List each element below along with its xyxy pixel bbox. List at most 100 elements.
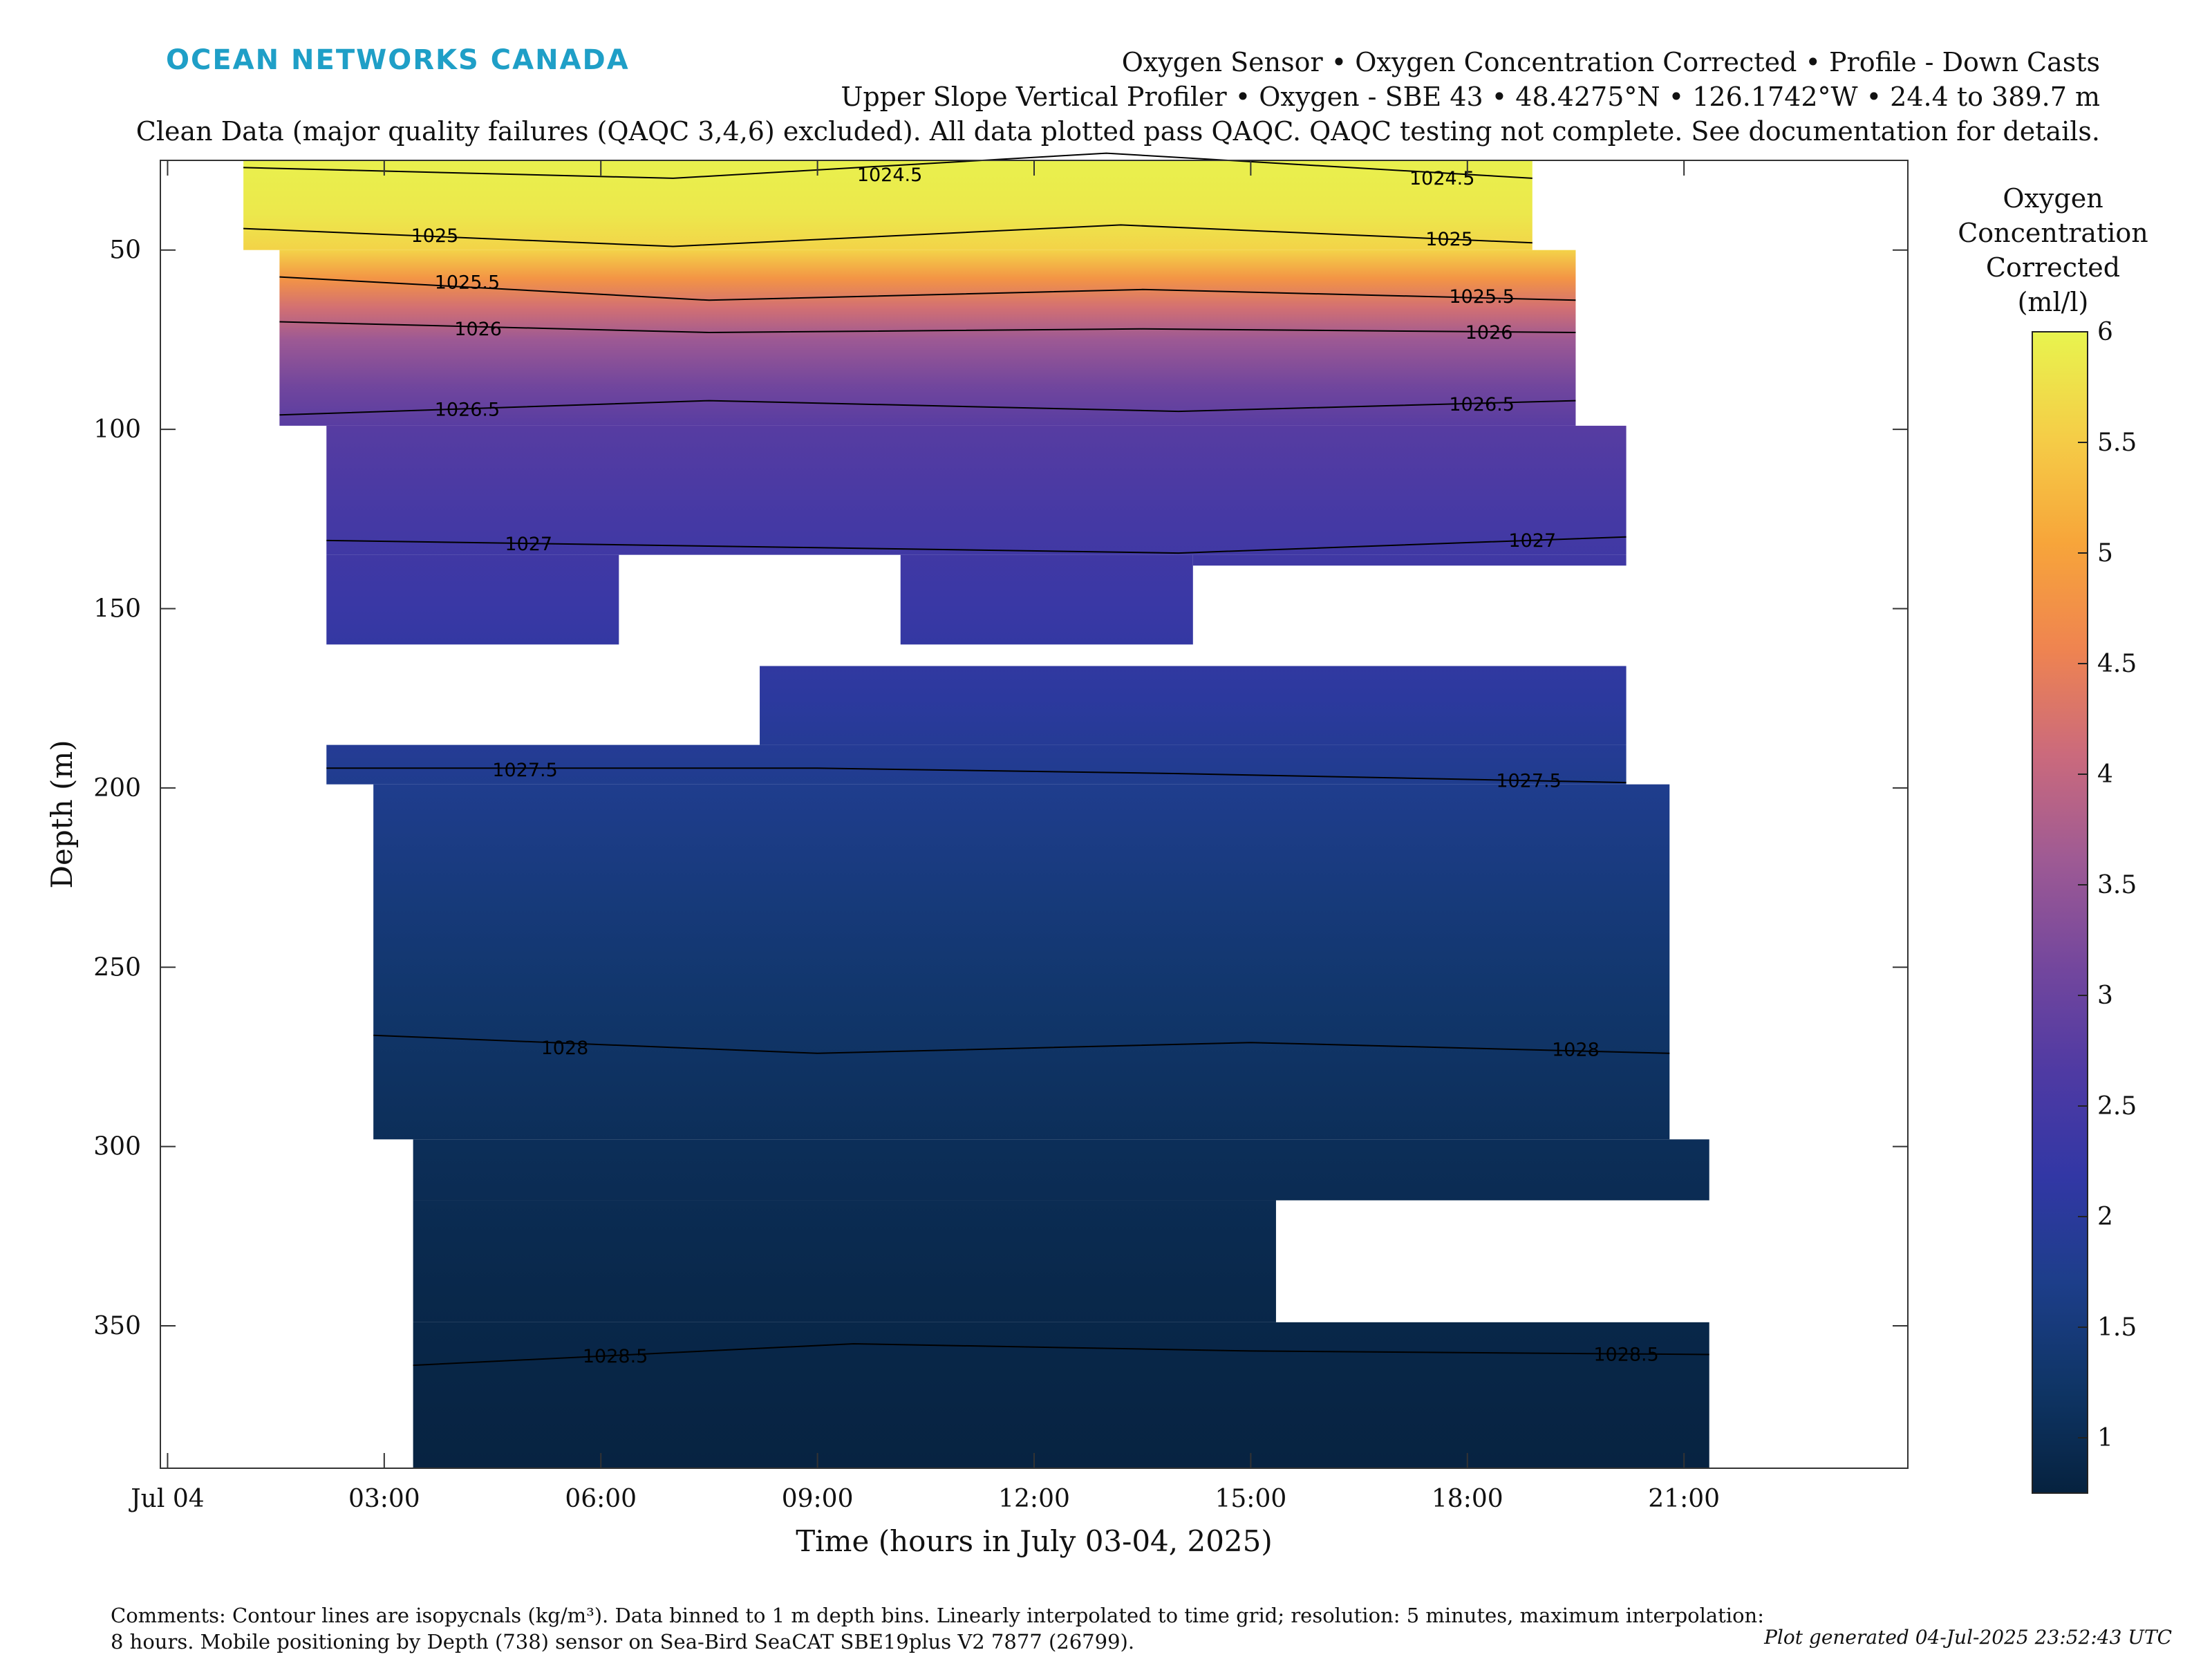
colorbar-tick-label: 3.5 [2097,871,2137,899]
isopycnal-label: 1027 [505,534,552,555]
isopycnal-label: 1025.5 [435,272,500,293]
isopycnal-label-bg [579,1347,651,1366]
isopycnal-label-bg [1508,531,1557,550]
colorbar-tick-label: 1.5 [2097,1313,2137,1342]
comments-footer: Comments: Contour lines are isopycnals (… [111,1602,1811,1655]
isopycnal-line [243,224,1533,247]
y-tick-label: 50 [109,236,141,265]
colorbar-title-line: Corrected [1985,252,2121,283]
data-region [900,554,1193,645]
isopycnal-line [413,1342,1709,1367]
data-region [413,1322,1709,1468]
isopycnal-label-bg [1464,323,1514,342]
colorbar-scale [2032,331,2088,1494]
colorbar-title-line: (ml/l) [2017,287,2089,317]
x-tick-label: 12:00 [998,1485,1070,1513]
isopycnal-label: 1024.5 [857,165,922,186]
y-tick-label: 100 [93,415,141,444]
colorbar-tick-label: 5.5 [2097,429,2137,457]
colorbar-tick-label: 5 [2097,539,2113,568]
isopycnal-label: 1026.5 [1449,394,1514,415]
y-axis-title: Depth (m) [45,740,79,888]
x-tick-label: 18:00 [1432,1485,1503,1513]
colorbar-tick-label: 2.5 [2097,1092,2137,1121]
isopycnal-label: 1026 [454,319,502,340]
isopycnal-label: 1024.5 [1409,168,1474,189]
y-tick-label: 200 [93,774,141,803]
isopycnal-label-bg [431,272,503,292]
plot-generated-timestamp: Plot generated 04-Jul-2025 23:52:43 UTC [1764,1626,2172,1649]
colorbar: 1 1.5 2 2.5 3 3.5 4 4.5 5 5.5 6 [2032,318,2137,1494]
y-tick-label: 150 [93,594,141,623]
y-tick-label: 350 [93,1312,141,1340]
isopycnal-label-bg [1446,395,1518,414]
isopycnal-label-bg [1591,1345,1662,1365]
isopycnal-line [326,767,1627,784]
isopycnal-label: 1025.5 [1449,286,1514,308]
colorbar-tick-label: 3 [2097,982,2113,1010]
isopycnal-label-bg [504,534,554,554]
data-region [413,1200,1276,1322]
y-tick-label: 250 [93,953,141,982]
colorbar-tick-label: 2 [2097,1203,2113,1231]
isopycnal-line [373,1034,1670,1054]
colorbar-tick-label: 1 [2097,1424,2113,1452]
x-tick-label: 03:00 [348,1485,420,1513]
x-tick-label: 15:00 [1215,1485,1287,1513]
y-tick-label: 300 [93,1133,141,1161]
isopycnal-label-bg [1493,771,1565,790]
isopycnal-label: 1027.5 [492,760,557,781]
isopycnal-label: 1025 [1425,229,1473,250]
colorbar-title-line: Oxygen [2003,183,2103,214]
data-region [1192,554,1627,566]
axes: Jul 04 03:00 06:00 09:00 12:00 15:00 18:00 21:0… [93,160,1908,1513]
colorbar-title: Oxygen Concentration Corrected (ml/l) [1942,181,2164,319]
x-tick-label: Jul 04 [128,1485,204,1513]
isopycnal-contours: 1024.5 1024.5 1025 1025 1025.5 1025.5 1026 1026… [243,152,1709,1367]
heatmap-data-layer [243,160,1709,1468]
data-region [326,425,1627,555]
isopycnal-label: 1028.5 [1593,1344,1658,1366]
isopycnal-label-bg [1550,1040,1600,1060]
isopycnal-label: 1028 [541,1038,589,1059]
isopycnal-label-bg [854,165,926,185]
x-tick-label: 21:00 [1648,1485,1720,1513]
isopycnal-label-bg [1446,287,1518,306]
chart-title-line-2: Upper Slope Vertical Profiler • Oxygen -… [841,82,2100,112]
isopycnal-label-bg [1425,229,1474,249]
isopycnal-line [279,400,1576,416]
isopycnal-label: 1028.5 [583,1346,648,1367]
data-region [326,554,619,645]
chart-title-line-3: Clean Data (major quality failures (QAQC… [135,116,2100,147]
isopycnal-line [279,321,1576,334]
colorbar-tick-label: 4 [2097,760,2113,789]
colorbar-tick-label: 6 [2097,318,2113,346]
isopycnal-line [243,152,1533,179]
colorbar-title-line: Concentration [1958,218,2148,248]
chart-title-line-1: Oxygen Sensor • Oxygen Concentration Cor… [1121,47,2100,77]
x-axis-title: Time (hours in July 03-04, 2025) [796,1524,1273,1558]
isopycnal-label-bg [540,1038,590,1058]
isopycnal-label: 1026.5 [435,400,500,421]
isopycnal-label-bg [431,400,503,420]
data-region [243,160,1533,250]
comments-line: 8 hours. Mobile positioning by Depth (73… [111,1630,1135,1653]
isopycnal-line [279,276,1576,301]
data-region [413,1139,1709,1201]
ocean-networks-canada-logo: OCEAN NETWORKS CANADA [166,44,630,76]
data-region [373,784,1670,1140]
comments-line: Comments: Contour lines are isopycnals (… [111,1604,1764,1627]
isopycnal-label-bg [453,319,503,339]
colorbar-tick-label: 4.5 [2097,650,2137,678]
isopycnal-label-bg [410,226,460,245]
isopycnal-label: 1028 [1552,1040,1600,1061]
isopycnal-label: 1026 [1465,322,1513,344]
data-region [279,250,1576,426]
x-tick-label: 06:00 [565,1485,637,1513]
data-region [760,666,1627,745]
isopycnal-label: 1027.5 [1496,770,1561,791]
isopycnal-label: 1025 [411,225,459,247]
isopycnal-label: 1027 [1508,530,1556,552]
x-tick-label: 09:00 [782,1485,854,1513]
